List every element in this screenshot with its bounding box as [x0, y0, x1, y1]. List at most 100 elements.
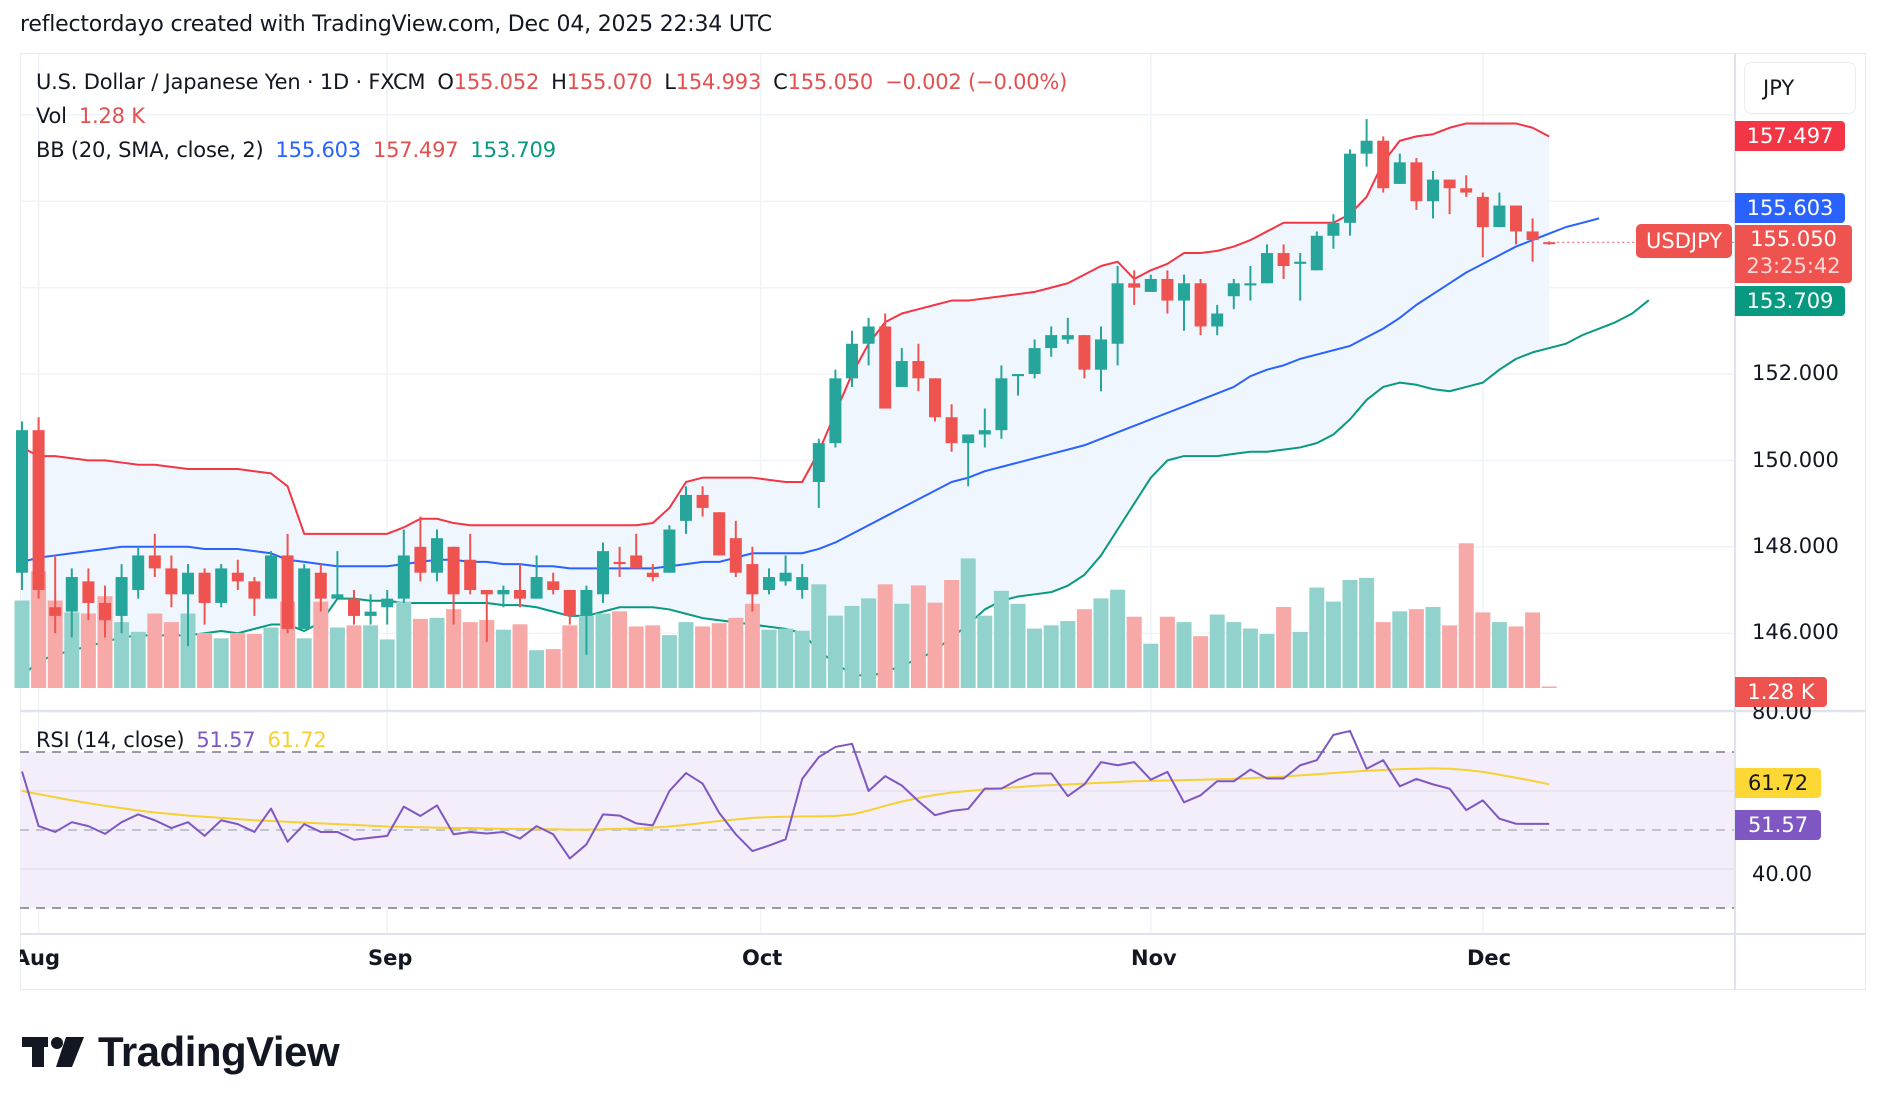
- volume-bar: [130, 631, 146, 688]
- last-price: 155.050: [1750, 227, 1837, 251]
- candle-body: [779, 572, 792, 582]
- candles: [16, 119, 1735, 655]
- price-tick: 152.000: [1752, 361, 1839, 385]
- volume-bar: [960, 558, 976, 688]
- candle-body: [231, 572, 244, 582]
- volume-bar: [479, 619, 495, 688]
- time-label-dec: Dec: [1467, 946, 1512, 970]
- candle-body: [115, 577, 128, 616]
- candle-body: [1161, 278, 1174, 301]
- legend-symbol-row[interactable]: U.S. Dollar / Japanese Yen · 1D · FXCM O1…: [36, 70, 1067, 94]
- candle-body: [630, 555, 643, 569]
- candle-body: [248, 581, 261, 599]
- candle-body: [148, 555, 161, 569]
- candle-body: [1360, 140, 1373, 154]
- volume-bar: [628, 626, 644, 688]
- volume-bar: [811, 584, 827, 688]
- candle-body: [497, 590, 510, 595]
- high-label: H: [551, 70, 567, 94]
- volume-bar: [1176, 622, 1192, 688]
- candle-body: [1111, 283, 1124, 344]
- volume-bar: [1027, 628, 1043, 688]
- volume-bar: [230, 632, 246, 688]
- candle-body: [729, 538, 742, 573]
- candle-body: [514, 590, 526, 599]
- volume-bar: [296, 638, 312, 688]
- legend-volume-row[interactable]: Vol 1.28 K: [36, 104, 145, 128]
- volume-bar: [379, 639, 395, 688]
- candle-body: [563, 590, 576, 616]
- candle-body: [962, 434, 975, 444]
- tradingview-logo-icon: [22, 1037, 84, 1067]
- volume-bar: [529, 650, 545, 688]
- candle-body: [597, 551, 609, 595]
- candle-body: [82, 581, 95, 603]
- volume-bar: [977, 615, 993, 688]
- rsi-value: 51.57: [196, 728, 256, 752]
- open-value: 155.052: [453, 70, 540, 94]
- candle-body: [431, 538, 443, 573]
- candle-body: [1476, 196, 1489, 228]
- candle-body: [348, 598, 360, 616]
- candle-body: [1344, 153, 1356, 223]
- volume-bar: [246, 634, 262, 688]
- time-label-nov: Nov: [1131, 946, 1177, 970]
- candle-body: [1410, 162, 1423, 202]
- candle-body: [314, 572, 327, 599]
- volume-bar: [827, 615, 843, 688]
- volume-bar: [1110, 589, 1126, 688]
- high-value: 155.070: [566, 70, 653, 94]
- candle-body: [746, 564, 759, 595]
- candle-body: [680, 494, 692, 521]
- candle-body: [978, 430, 991, 435]
- rsi-line: [21, 729, 1550, 860]
- volume-bar: [844, 605, 860, 688]
- candle-body: [1393, 162, 1406, 184]
- candle-body: [132, 555, 145, 590]
- candle-body: [995, 378, 1008, 431]
- volume-bar: [80, 613, 96, 688]
- candle-body: [1095, 339, 1107, 370]
- candle-body: [1294, 261, 1307, 264]
- candle-body: [646, 572, 659, 578]
- candle-body: [1028, 348, 1041, 374]
- volume-bar: [1408, 609, 1424, 688]
- price-tick: 148.000: [1752, 534, 1839, 558]
- tradingview-logo[interactable]: TradingView: [22, 1028, 340, 1076]
- volume-bar: [396, 601, 412, 688]
- volume-bar: [163, 622, 179, 688]
- candle-body: [1211, 313, 1224, 327]
- bb-mid-price-tag: 155.603: [1735, 193, 1845, 223]
- candle-body: [480, 590, 493, 595]
- rsi-ma-tag: 61.72: [1735, 768, 1821, 798]
- candle-body: [713, 512, 726, 556]
- time-label-sep: Sep: [368, 946, 413, 970]
- rsi-pane: [20, 729, 1735, 909]
- candle-body: [530, 577, 543, 599]
- volume-bar: [363, 625, 379, 688]
- volume-bar: [927, 602, 943, 688]
- candle-body: [331, 594, 344, 599]
- candle-body: [215, 568, 228, 603]
- candle-body: [1261, 253, 1273, 284]
- volume-value: 1.28 K: [78, 104, 145, 128]
- legend-rsi-row[interactable]: RSI (14, close) 51.57 61.72: [36, 728, 327, 752]
- legend-bb-row[interactable]: BB (20, SMA, close, 2) 155.603 157.497 153.…: [36, 138, 556, 162]
- currency-button[interactable]: JPY: [1744, 62, 1856, 114]
- volume-bar: [861, 598, 877, 688]
- volume-bar: [197, 632, 213, 688]
- candle-body: [1078, 335, 1091, 370]
- tradingview-logo-text: TradingView: [98, 1028, 340, 1075]
- volume-bar: [545, 649, 561, 688]
- candle-body: [613, 561, 626, 565]
- candle-body: [1427, 179, 1439, 202]
- volume-bar: [412, 618, 428, 688]
- candle-body: [929, 378, 941, 418]
- candle-body: [182, 572, 194, 595]
- close-value: 155.050: [787, 70, 874, 94]
- candle-body: [912, 361, 925, 379]
- volume-bar: [1010, 603, 1026, 688]
- candle-body: [32, 430, 45, 590]
- volume-bar: [1508, 626, 1524, 688]
